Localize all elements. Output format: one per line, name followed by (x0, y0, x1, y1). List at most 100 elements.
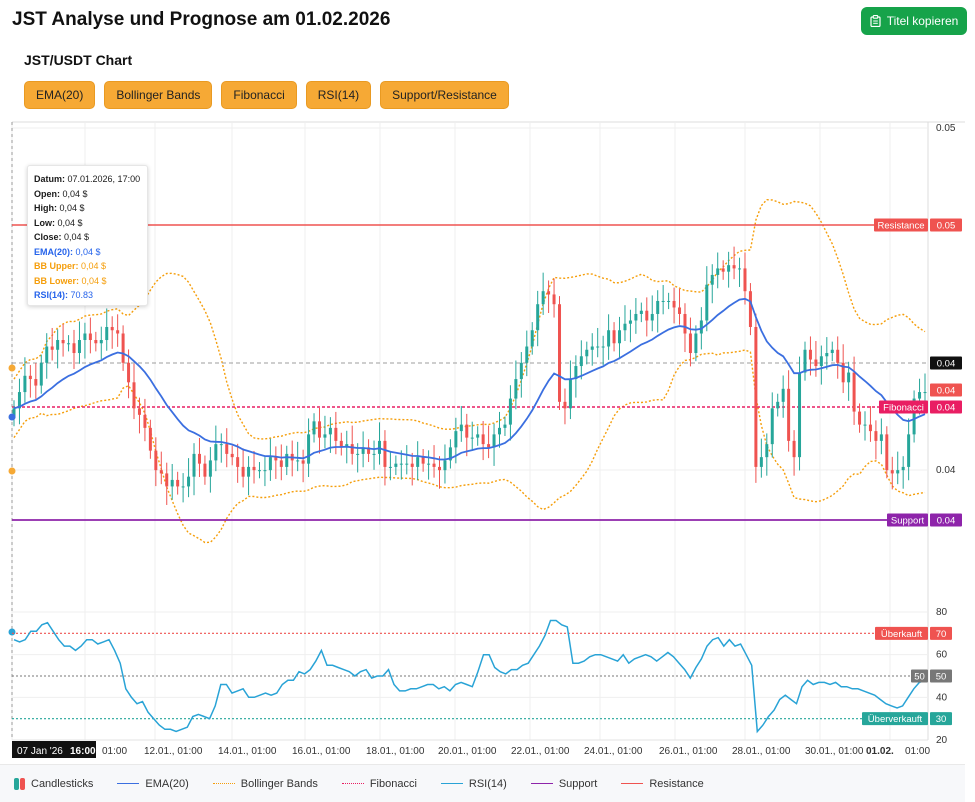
candle (121, 333, 125, 363)
candle (127, 362, 131, 383)
candle (792, 440, 796, 458)
svg-text:50: 50 (914, 672, 925, 683)
legend-resistance[interactable]: Resistance (621, 778, 704, 790)
candle (165, 473, 169, 487)
price-tick-label: 0.05 (936, 123, 956, 134)
resistance-value-label: 0.05 (930, 218, 962, 232)
crosshair-dot-bb-lower (8, 467, 16, 475)
legend-candlesticks[interactable]: Candlesticks (14, 777, 93, 790)
fibonacci-toggle-button[interactable]: Fibonacci (221, 81, 297, 109)
time-tick-label: 30.01., 01:00 (805, 746, 864, 757)
candle (203, 463, 207, 477)
candle (628, 320, 632, 324)
rsi-tick-label: 40 (936, 692, 948, 703)
candle (197, 453, 201, 464)
tooltip-bb-lower: 0,04 $ (81, 275, 107, 286)
candlestick-swatch-icon (14, 777, 25, 790)
candle (634, 313, 638, 321)
candle (154, 450, 158, 471)
candle (279, 460, 283, 467)
candle (437, 466, 441, 471)
candle (399, 463, 403, 465)
candle (448, 447, 452, 461)
time-tick-label: 01:00 (102, 746, 127, 757)
candle (727, 265, 731, 272)
tooltip-low: 0,04 $ (57, 217, 83, 228)
candle (879, 434, 883, 441)
candle (312, 421, 316, 435)
candle (808, 349, 812, 360)
overbought-label: Überkauft (875, 626, 928, 640)
time-tick-label: 24.01., 01:00 (584, 746, 643, 757)
candle (45, 346, 49, 363)
legend-rsi[interactable]: RSI(14) (440, 778, 507, 790)
candle (67, 343, 71, 345)
candle (61, 340, 65, 344)
candle (296, 460, 300, 462)
candle (803, 349, 807, 373)
candle (72, 343, 76, 354)
candle (541, 291, 545, 305)
candle (421, 457, 425, 464)
candle (361, 447, 365, 454)
candle (17, 392, 21, 409)
legend-ema[interactable]: EMA(20) (117, 778, 189, 790)
candle (132, 382, 136, 409)
crosshair-time-label: 16:00 (70, 746, 96, 757)
candle (443, 460, 447, 471)
candle (137, 408, 141, 415)
support-value-label: 0.04 (930, 513, 962, 527)
svg-text:50: 50 (936, 672, 947, 683)
candle (830, 349, 834, 354)
candle (907, 434, 911, 467)
candle (590, 346, 594, 350)
svg-text:70: 70 (936, 629, 947, 640)
candle (923, 392, 927, 394)
rsi-tick-label: 60 (936, 650, 948, 661)
candle (187, 476, 191, 487)
legend-support[interactable]: Support (530, 778, 597, 790)
candle (705, 284, 709, 321)
rsi-toggle-button[interactable]: RSI(14) (305, 81, 372, 109)
candle (94, 340, 98, 344)
candle (285, 453, 289, 467)
candle (241, 466, 245, 477)
svg-text:Fibonacci: Fibonacci (883, 403, 924, 414)
svg-text:0.04: 0.04 (937, 403, 956, 414)
candle (208, 460, 212, 477)
candle (257, 470, 261, 472)
candle (623, 323, 627, 331)
tooltip-high: 0,04 $ (59, 203, 85, 213)
candle (661, 300, 665, 302)
tooltip-rsi: 70.83 (70, 290, 94, 300)
candle (470, 437, 474, 439)
svg-text:Überverkauft: Überverkauft (868, 714, 923, 725)
tooltip-open: 0,04 $ (62, 188, 88, 199)
candle (110, 326, 114, 331)
support-resistance-toggle-button[interactable]: Support/Resistance (380, 81, 509, 109)
bollinger-upper-line (13, 198, 926, 440)
candle (612, 330, 616, 344)
fibonacci-value-label: 0.04 (930, 400, 962, 414)
svg-text:0.04: 0.04 (937, 516, 956, 527)
legend-bollinger[interactable]: Bollinger Bands (212, 778, 318, 790)
candle (639, 310, 643, 314)
rsi-current-label: 50 (911, 669, 928, 683)
candle (394, 463, 398, 467)
candle (901, 466, 905, 471)
candle (754, 326, 758, 467)
candle (912, 398, 916, 435)
candle (650, 313, 654, 321)
candle (247, 466, 251, 477)
legend-fibonacci[interactable]: Fibonacci (341, 778, 417, 790)
ema-toggle-button[interactable]: EMA(20) (24, 81, 96, 109)
candle (563, 401, 567, 409)
candle (252, 466, 256, 471)
svg-text:Support: Support (891, 516, 925, 527)
crosshair-price-label: 0.04 (930, 356, 962, 370)
bollinger-toggle-button[interactable]: Bollinger Bands (104, 81, 213, 109)
tooltip-ema: 0,04 $ (75, 246, 101, 257)
candle (787, 388, 791, 441)
copy-title-button[interactable]: Titel kopieren (861, 7, 967, 35)
